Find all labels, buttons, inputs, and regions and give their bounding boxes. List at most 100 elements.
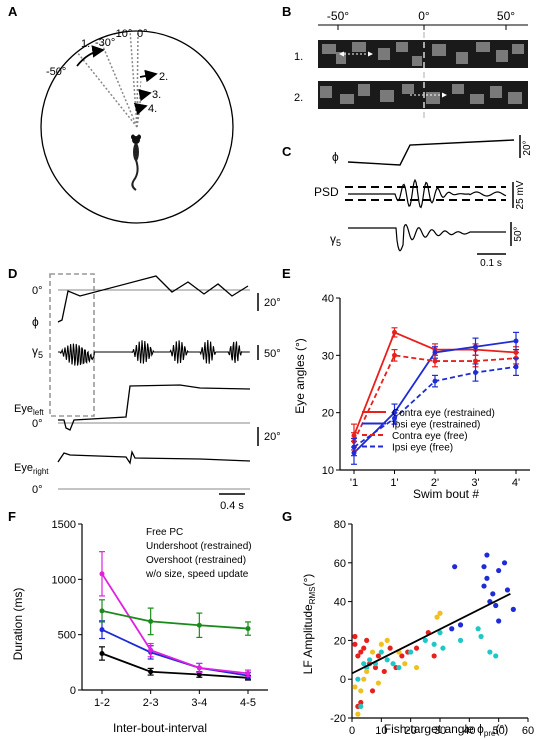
stimulus-square xyxy=(508,92,522,104)
scatter-point xyxy=(402,661,408,667)
x-tick-label: 4-5 xyxy=(240,697,256,709)
d-eye-left-trace xyxy=(58,384,251,431)
x-tick-label: 2' xyxy=(431,477,439,489)
d-zero-label-2: 0° xyxy=(32,418,43,430)
stimulus-square xyxy=(402,84,414,94)
scatter-point xyxy=(496,567,502,574)
stimulus-square xyxy=(512,44,524,54)
b-row-label-1: 1. xyxy=(294,51,303,63)
d-zero-label-1: 0° xyxy=(32,285,43,297)
scatter-point xyxy=(496,618,502,624)
scatter-point xyxy=(390,661,396,667)
x-tick-label: 30 xyxy=(434,725,446,737)
panel-label-a: A xyxy=(8,4,18,19)
data-point xyxy=(196,622,202,628)
scatter-point xyxy=(358,703,364,709)
stimulus-square xyxy=(470,94,484,104)
data-point xyxy=(196,672,202,678)
scatter-point xyxy=(487,649,493,655)
angle-label-neg30: -30° xyxy=(95,37,115,49)
scatter-point xyxy=(481,583,487,589)
angle-line-0 xyxy=(136,29,139,128)
y-tick-label: 40 xyxy=(322,293,334,305)
scatter-point xyxy=(493,653,499,659)
scatter-point xyxy=(408,649,414,655)
scatter-point xyxy=(493,602,499,609)
chart-g: LF AmplitudeRMS(°) Fish-target angle ϕpr… xyxy=(301,519,534,738)
scatter-point xyxy=(364,668,370,675)
scatter-point xyxy=(355,653,361,659)
legend-entry: Contra eye (free) xyxy=(392,431,468,442)
series-line xyxy=(101,573,249,675)
d-gamma-label: γ5 xyxy=(32,344,43,360)
panel-c: ϕ 20° PSD 25 mV γ5 50° 0.1 s xyxy=(314,135,533,269)
scatter-point xyxy=(431,653,437,659)
scatter-point xyxy=(355,711,361,717)
c-scale-phi-label: 20° xyxy=(522,140,533,155)
stimulus-square xyxy=(412,56,422,66)
c-psd-trace xyxy=(348,178,507,209)
x-tick-label: 50 xyxy=(493,725,505,737)
panel-label-g: G xyxy=(282,509,292,524)
scatter-point xyxy=(378,649,384,655)
larva-icon xyxy=(131,134,141,191)
panel-label-d: D xyxy=(8,266,17,281)
fit-line xyxy=(351,593,511,675)
arrow-label-4: 4. xyxy=(148,103,157,115)
x-tick-label: '1 xyxy=(350,477,358,489)
data-point xyxy=(196,665,202,671)
scatter-point xyxy=(396,664,402,671)
stimulus-square xyxy=(352,42,366,52)
scatter-point xyxy=(422,637,428,644)
stimulus-square xyxy=(358,84,370,96)
y-tick-label: 1000 xyxy=(52,574,76,586)
scatter-point xyxy=(352,684,358,690)
d-eye-left-label: Eyeleft xyxy=(14,403,44,417)
data-point xyxy=(473,358,478,364)
d-phi-trace xyxy=(57,275,249,323)
data-point xyxy=(99,571,105,577)
stimulus-square xyxy=(496,50,508,62)
data-point xyxy=(148,669,154,675)
scatter-point xyxy=(358,688,364,694)
data-point xyxy=(513,338,519,344)
scatter-point xyxy=(375,680,381,686)
f-ylabel: Duration (ms) xyxy=(11,588,25,661)
c-phi-trace xyxy=(347,139,515,166)
stimulus-square xyxy=(432,44,446,56)
legend-entry: Overshoot (restrained) xyxy=(146,555,246,566)
legend-entry: Free PC xyxy=(146,527,183,538)
scatter-point xyxy=(399,653,405,659)
panel-d: 0° ϕ 20° γ5 50° Eyeleft 0° 20° Eyeright … xyxy=(14,273,281,512)
scatter-point xyxy=(358,649,364,655)
y-tick-label: 30 xyxy=(322,350,334,362)
scatter-point xyxy=(457,637,464,644)
d-scale-20a-label: 20° xyxy=(264,297,281,309)
data-point xyxy=(99,608,105,614)
panel-label-f: F xyxy=(8,509,16,524)
d-scale-20b-label: 20° xyxy=(264,431,281,443)
scatter-point xyxy=(449,626,455,632)
stimulus-square xyxy=(426,92,440,104)
c-psd-label: PSD xyxy=(314,185,339,199)
b-tick-label-neg50: -50° xyxy=(327,9,349,23)
stimulus-square xyxy=(340,94,354,104)
scatter-point xyxy=(352,633,358,640)
series-line xyxy=(101,652,249,679)
panel-a-diagram: 1. 2. 3. 4. -30° -10° 0° -50° xyxy=(40,28,234,224)
data-point xyxy=(99,627,105,633)
scatter-point xyxy=(364,637,370,644)
data-point xyxy=(392,415,397,421)
stimulus-square xyxy=(380,90,394,102)
scatter-point xyxy=(484,575,490,581)
scatter-point xyxy=(434,614,440,620)
c-gamma-trace xyxy=(348,223,506,252)
arena-circle xyxy=(40,30,234,224)
scatter-point xyxy=(481,564,487,570)
angle-label-neg50: -50° xyxy=(46,66,66,78)
angle-line-neg50 xyxy=(76,51,138,128)
data-point xyxy=(245,626,251,632)
scatter-point xyxy=(358,699,364,706)
legend-entry: w/o size, speed update xyxy=(145,569,249,580)
scatter-point xyxy=(413,664,420,671)
